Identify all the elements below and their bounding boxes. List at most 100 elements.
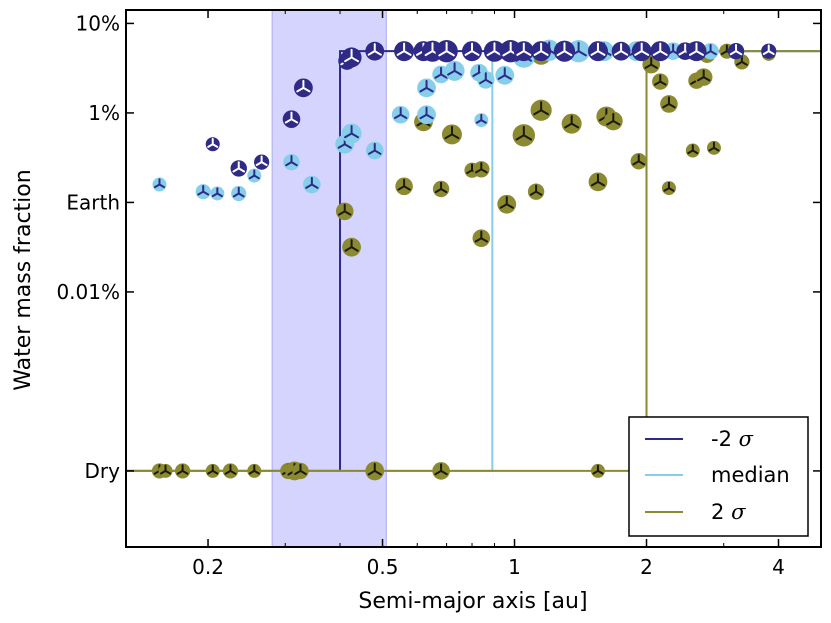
data-point-spoke bbox=[516, 50, 525, 56]
data-point-spoke bbox=[434, 188, 443, 194]
data-point-minus2sigma-1 bbox=[230, 160, 247, 177]
data-point-plus2sigma-25 bbox=[685, 143, 700, 158]
plot-frame bbox=[125, 9, 822, 548]
data-point-spoke bbox=[285, 161, 293, 167]
data-point-spoke bbox=[503, 74, 512, 80]
data-point-spoke bbox=[596, 50, 606, 56]
data-point-plus2sigma-4 bbox=[432, 180, 450, 198]
data-point-spoke bbox=[522, 134, 533, 141]
data-point-spoke bbox=[445, 50, 455, 57]
data-point-spoke bbox=[425, 113, 434, 120]
data-point-spoke bbox=[652, 50, 662, 56]
legend: -2 σ median 2 σ bbox=[628, 416, 809, 537]
data-point-spoke bbox=[373, 469, 382, 476]
data-point-spoke bbox=[373, 149, 382, 155]
data-point-median-1 bbox=[195, 184, 211, 200]
data-point-spoke bbox=[344, 56, 353, 63]
data-point-spoke bbox=[659, 80, 667, 86]
data-point-spoke bbox=[337, 143, 346, 149]
data-point-median-12 bbox=[417, 78, 436, 98]
data-point-spoke bbox=[350, 246, 359, 252]
data-point-spoke bbox=[396, 50, 406, 56]
data-point-minus2sigma-17 bbox=[553, 40, 576, 62]
data-point-plus2sigma-34 bbox=[205, 463, 220, 478]
data-point-plus2sigma-17 bbox=[603, 111, 623, 131]
data-point-spoke bbox=[367, 469, 376, 476]
data-point-spoke bbox=[438, 50, 448, 57]
data-point-spoke bbox=[224, 469, 232, 475]
ticks-layer: 0.2 0.5 1 2 4 10% 1% Earth 0.01% Dry bbox=[56, 10, 821, 579]
data-point-spoke bbox=[596, 180, 606, 187]
data-point-plus2sigma-32 bbox=[158, 463, 173, 478]
data-point-spoke bbox=[472, 71, 481, 77]
data-point-median-3 bbox=[231, 185, 247, 202]
data-point-spoke bbox=[197, 190, 205, 196]
x-tick-label: 4 bbox=[772, 555, 785, 579]
x-axis-label: Semi-major axis [au] bbox=[358, 589, 587, 614]
data-point-minus2sigma-18 bbox=[587, 41, 608, 62]
data-point-plus2sigma-7 bbox=[473, 161, 490, 178]
data-point-spoke bbox=[290, 118, 299, 124]
data-point-spoke bbox=[612, 119, 621, 126]
data-point-plus2sigma-2 bbox=[395, 177, 413, 196]
data-point-spoke bbox=[590, 180, 599, 187]
data-point-minus2sigma-23 bbox=[686, 41, 707, 62]
data-point-spoke bbox=[344, 132, 353, 139]
data-point-spoke bbox=[529, 190, 538, 196]
data-point-spoke bbox=[690, 79, 698, 85]
data-point-median-8 bbox=[341, 123, 362, 144]
data-point-minus2sigma-0 bbox=[205, 137, 220, 152]
data-point-spoke bbox=[310, 183, 319, 189]
y-tick-label: 0.01% bbox=[56, 280, 120, 304]
data-point-median-4 bbox=[247, 168, 262, 183]
data-point-plus2sigma-15 bbox=[588, 172, 608, 192]
data-point-spoke bbox=[453, 69, 463, 76]
data-point-spoke bbox=[207, 469, 214, 475]
data-point-spoke bbox=[299, 469, 307, 475]
data-point-spoke bbox=[613, 50, 623, 56]
data-point-spoke bbox=[667, 102, 676, 109]
data-point-spoke bbox=[497, 74, 506, 80]
x-tick-label: 0.2 bbox=[192, 555, 224, 579]
data-point-spoke bbox=[159, 469, 167, 475]
data-point-plus2sigma-0 bbox=[335, 202, 354, 221]
data-point-minus2sigma-19 bbox=[611, 41, 631, 61]
data-point-spoke bbox=[522, 50, 532, 56]
data-point-spoke bbox=[678, 50, 687, 56]
data-point-minus2sigma-2 bbox=[254, 154, 270, 170]
data-point-spoke bbox=[343, 210, 352, 216]
data-point-spoke bbox=[762, 50, 770, 56]
data-point-plus2sigma-39 bbox=[292, 462, 309, 480]
legend-label-minus2sigma: -2 σ bbox=[711, 427, 754, 451]
data-point-spoke bbox=[232, 192, 240, 198]
data-point-spoke bbox=[302, 86, 311, 93]
y-axis-label: Water mass fraction bbox=[11, 169, 36, 390]
data-point-spoke bbox=[637, 160, 646, 166]
data-point-median-2 bbox=[210, 186, 225, 201]
data-point-minus2sigma-3 bbox=[282, 110, 301, 128]
data-point-spoke bbox=[444, 133, 453, 140]
data-point-spoke bbox=[729, 50, 738, 56]
data-point-spoke bbox=[570, 122, 580, 129]
data-point-plus2sigma-40 bbox=[365, 461, 385, 481]
data-point-spoke bbox=[662, 102, 670, 109]
data-point-plus2sigma-9 bbox=[497, 194, 517, 214]
data-point-spoke bbox=[248, 174, 256, 180]
data-point-minus2sigma-6 bbox=[341, 47, 362, 68]
data-point-spoke bbox=[644, 63, 653, 69]
data-point-plus2sigma-19 bbox=[642, 55, 661, 74]
data-point-spoke bbox=[393, 113, 402, 120]
data-point-plus2sigma-18 bbox=[630, 153, 647, 170]
data-point-spoke bbox=[634, 50, 643, 56]
data-point-median-27 bbox=[702, 42, 719, 60]
data-point-minus2sigma-15 bbox=[513, 41, 534, 62]
data-point-spoke bbox=[248, 469, 256, 475]
data-point-spoke bbox=[708, 146, 715, 152]
data-point-plus2sigma-20 bbox=[652, 73, 669, 90]
data-point-spoke bbox=[486, 50, 496, 57]
x-tick-label: 1 bbox=[508, 555, 521, 579]
data-point-median-0 bbox=[152, 177, 167, 192]
data-point-spoke bbox=[499, 203, 508, 209]
x-tick-label: 2 bbox=[640, 555, 653, 579]
